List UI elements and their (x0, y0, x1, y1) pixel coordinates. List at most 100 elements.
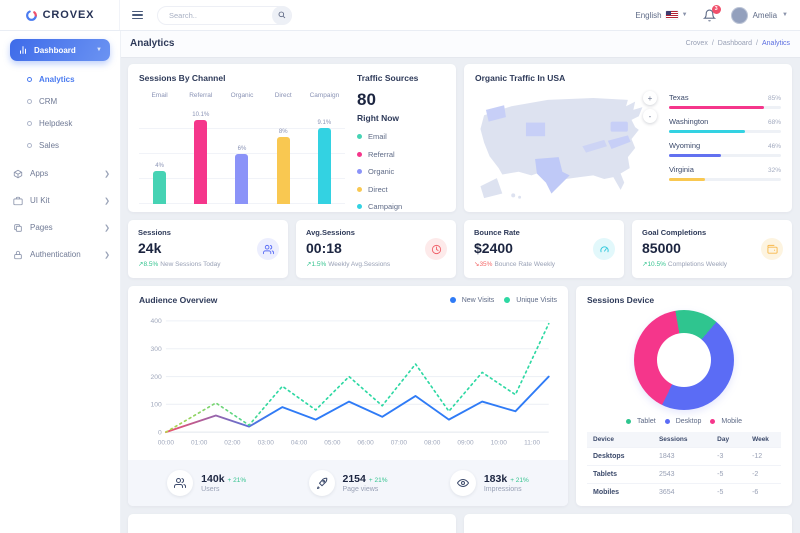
bar-chart-plot: 4% 10.1% 6% 8% 9.1% (139, 104, 345, 204)
sidebar-item-pages[interactable]: Pages ❯ (0, 214, 120, 241)
table-cell: -3 (711, 447, 747, 466)
zoom-in-button[interactable]: + (643, 91, 657, 105)
table-cell: -5 (711, 483, 747, 501)
sidebar-item-ui-kit[interactable]: UI Kit ❯ (0, 187, 120, 214)
notifications-button[interactable]: 3 (702, 4, 721, 22)
user-name: Amelia (752, 10, 778, 20)
sidebar-item-dashboard[interactable]: Dashboard ▼ (10, 39, 110, 61)
gauge-icon (593, 238, 615, 260)
wallet-icon (761, 238, 783, 260)
region-progress-virginia: Virginia 32% (669, 165, 781, 181)
svg-text:02:00: 02:00 (224, 440, 241, 447)
legend-item-referral[interactable]: Referral (357, 150, 445, 159)
svg-text:05:00: 05:00 (324, 440, 341, 447)
legend-dot-icon (357, 169, 362, 174)
svg-text:06:00: 06:00 (357, 440, 374, 447)
table-cell: -2 (746, 465, 781, 484)
legend-item-desktop[interactable]: Desktop (664, 418, 701, 425)
card-stub-left (128, 514, 456, 533)
stat-trend: ↘35% Bounce Rate Weekly (474, 261, 556, 268)
stat-title: Goal Completions (642, 228, 707, 237)
svg-text:200: 200 (151, 374, 162, 381)
table-cell: Desktops (587, 447, 653, 466)
svg-text:01:00: 01:00 (191, 440, 208, 447)
progress-fill (669, 129, 746, 133)
legend-item-direct[interactable]: Direct (357, 185, 445, 194)
audience-footer: 140k + 21% Users 2154 + 21% Page views (128, 460, 568, 506)
stat-value: 00:18 (306, 240, 342, 256)
briefcase-icon (13, 196, 23, 206)
legend-item-email[interactable]: Email (357, 132, 445, 141)
legend-dot-icon (664, 419, 670, 424)
stat-value: 85000 (642, 240, 681, 256)
svg-text:00:00: 00:00 (158, 440, 175, 447)
brand-name: CROVEX (42, 9, 95, 21)
sidebar-subitem-sales[interactable]: Sales (0, 134, 120, 156)
search-input[interactable] (167, 9, 259, 21)
region-value: 68% (767, 119, 781, 126)
svg-text:300: 300 (151, 346, 162, 353)
breadcrumb-item[interactable]: Dashboard (717, 40, 753, 47)
notification-badge: 3 (711, 4, 721, 14)
table-cell: -6 (746, 483, 781, 501)
bar-category-label: Campaign (309, 92, 340, 99)
legend-item-campaign[interactable]: Campaign (357, 202, 445, 211)
svg-text:11:00: 11:00 (524, 440, 540, 447)
sidebar-item-authentication[interactable]: Authentication ❯ (0, 241, 120, 268)
progress-track (669, 153, 781, 157)
brand[interactable]: CROVEX (0, 0, 120, 30)
stat-trend: ↗10.5% Completions Weekly (642, 261, 728, 268)
legend-dot-icon (504, 297, 511, 303)
stat-card-goal-completions: Goal Completions 85000 ↗10.5% Completions… (632, 220, 792, 278)
legend-item-organic[interactable]: Organic (357, 167, 445, 176)
legend-item-mobile[interactable]: Mobile (710, 418, 742, 425)
progress-track (669, 129, 781, 133)
svg-text:07:00: 07:00 (391, 440, 408, 447)
rocket-icon (308, 470, 335, 496)
table-row: Mobiles 3654 -5 -6 (587, 483, 781, 501)
region-progress-washington: Washington 68% (669, 117, 781, 133)
chevron-right-icon: ❯ (104, 224, 110, 232)
chevron-down-icon: ▼ (782, 12, 788, 18)
sessions-device-donut (634, 310, 734, 410)
sidebar-subitem-helpdesk[interactable]: Helpdesk (0, 112, 120, 134)
menu-toggle-icon[interactable] (132, 10, 143, 20)
usa-map[interactable]: + - (475, 88, 657, 206)
search-button[interactable] (272, 5, 291, 25)
sidebar-subitem-analytics[interactable]: Analytics (0, 68, 120, 90)
bell-icon (702, 9, 716, 21)
stat-value: $2400 (474, 240, 513, 256)
legend-item-new-visits[interactable]: New Visits (449, 297, 494, 304)
language-selector[interactable]: English ▼ (635, 11, 687, 20)
breadcrumb-item[interactable]: Crovex (685, 40, 708, 47)
users-icon (257, 238, 279, 260)
user-menu[interactable]: Amelia ▼ (730, 6, 788, 24)
map-zoom-controls: + - (643, 91, 657, 123)
table-cell: 2543 (652, 465, 712, 484)
stat-trend: ↗8.5% New Sessions Today (138, 261, 221, 268)
legend-item-tablet[interactable]: Tablet (626, 418, 656, 425)
breadcrumb-separator: / (711, 40, 714, 47)
zoom-out-button[interactable]: - (643, 109, 657, 123)
topbar: CROVEX English ▼ (0, 0, 800, 30)
bar-category-label: Direct (274, 92, 292, 99)
usa-map-svg (480, 98, 643, 199)
svg-text:0: 0 (158, 429, 162, 436)
table-row: Desktops 1843 -3 -12 (587, 447, 781, 466)
sidebar-subitem-crm[interactable]: CRM (0, 90, 120, 112)
stats-row: Sessions 24k ↗8.5% New Sessions Today Avg… (128, 220, 792, 278)
legend-item-unique-visits[interactable]: Unique Visits (504, 297, 557, 304)
us-flag-icon (665, 11, 678, 19)
region-name: Texas (669, 93, 689, 102)
card-title: Audience Overview (139, 295, 218, 305)
sidebar-item-apps[interactable]: Apps ❯ (0, 160, 120, 187)
bullet-icon (27, 76, 32, 82)
region-progress-texas: Texas 85% (669, 93, 781, 109)
bar (276, 137, 290, 204)
region-progress-wyoming: Wyoming 46% (669, 141, 781, 157)
svg-text:10:00: 10:00 (491, 440, 508, 447)
bar (153, 171, 167, 204)
device-table: Device Sessions Day Week Desktops 1843 -3 -12 Ta… (587, 432, 781, 501)
page-title: Analytics (130, 38, 175, 49)
stat-card-sessions: Sessions 24k ↗8.5% New Sessions Today (128, 220, 288, 278)
